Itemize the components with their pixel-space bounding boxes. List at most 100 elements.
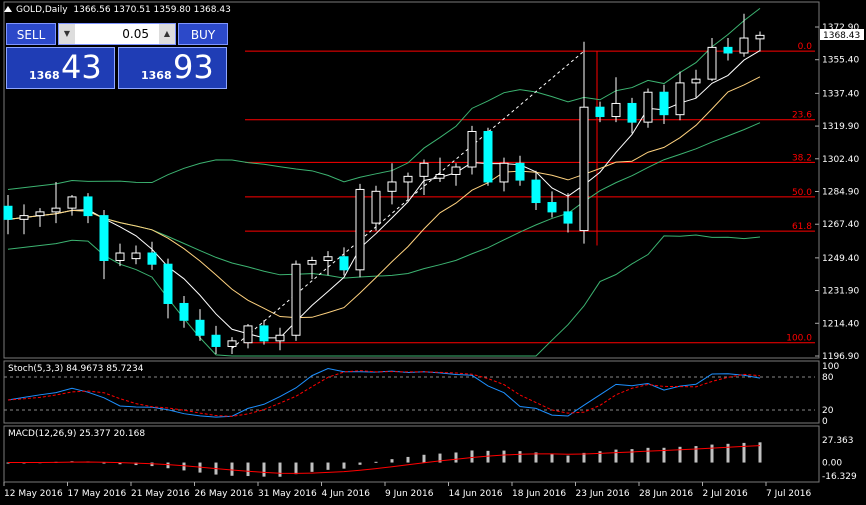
buy-price-box[interactable]: 1368 93 bbox=[118, 47, 227, 89]
candle bbox=[83, 193, 93, 224]
macd-bar bbox=[518, 451, 522, 463]
candle-body bbox=[131, 252, 141, 260]
stoch-tick-label: 80 bbox=[822, 373, 834, 383]
candle bbox=[19, 204, 29, 235]
bollinger-lower bbox=[7, 234, 761, 357]
buy-price-prefix: 1368 bbox=[141, 69, 172, 82]
candle bbox=[563, 193, 573, 233]
macd-bar bbox=[614, 449, 618, 463]
candle-body bbox=[115, 252, 125, 261]
macd-bar bbox=[150, 462, 154, 467]
candle bbox=[723, 38, 733, 61]
price-tick-label: 1319.90 bbox=[822, 122, 859, 132]
candle bbox=[51, 181, 61, 224]
macd-bar bbox=[358, 462, 362, 465]
macd-bar bbox=[758, 442, 762, 463]
price-tick-label: 1267.40 bbox=[822, 220, 859, 230]
macd-bar bbox=[582, 452, 586, 463]
macd-bar bbox=[422, 454, 426, 463]
price-tick-label: 1284.90 bbox=[822, 188, 859, 198]
candle bbox=[163, 258, 173, 319]
macd-bar bbox=[630, 449, 634, 463]
candle bbox=[467, 125, 477, 175]
candle-body bbox=[179, 302, 189, 321]
time-tick-label: 28 Jun 2016 bbox=[639, 489, 693, 499]
buy-button[interactable]: BUY bbox=[178, 23, 228, 45]
macd-bar bbox=[662, 447, 666, 463]
candle bbox=[291, 260, 301, 341]
stoch-tick-label: 0 bbox=[822, 417, 828, 427]
candle-body bbox=[67, 196, 77, 209]
buy-price-pips: 93 bbox=[173, 48, 214, 86]
candle bbox=[451, 163, 461, 186]
price-tick-label: 1372.90 bbox=[822, 23, 859, 33]
macd-bar bbox=[486, 450, 490, 463]
lot-increase-arrow-icon[interactable]: ▲ bbox=[159, 24, 175, 44]
candle bbox=[387, 163, 397, 205]
macd-bar bbox=[246, 462, 250, 477]
fib-level-label: 23.6 bbox=[792, 111, 812, 121]
macd-bar bbox=[118, 462, 122, 465]
candle-body bbox=[579, 106, 589, 232]
one-click-trading-panel: SELL ▼ ▲ BUY 1368 43 1368 93 bbox=[6, 23, 228, 89]
candle-body bbox=[547, 202, 557, 213]
candle bbox=[611, 77, 621, 123]
candle bbox=[371, 185, 381, 231]
candle bbox=[643, 88, 653, 128]
macd-bar bbox=[438, 453, 442, 463]
lot-size-input[interactable] bbox=[77, 26, 151, 42]
candle-body bbox=[323, 256, 333, 261]
macd-bar bbox=[134, 462, 138, 466]
candle-body bbox=[723, 46, 733, 54]
candle-body bbox=[419, 162, 429, 177]
lot-decrease-arrow-icon[interactable]: ▼ bbox=[59, 24, 75, 44]
candle-body bbox=[147, 252, 157, 265]
macd-bar bbox=[326, 462, 330, 470]
fibonacci-retracement[interactable]: 0.0 23.6 38.2 50.0 61.8 100.0 bbox=[245, 42, 815, 344]
collapse-triangle-icon[interactable] bbox=[4, 6, 12, 12]
candle bbox=[323, 251, 333, 276]
macd-bar bbox=[694, 446, 698, 463]
sell-price-box[interactable]: 1368 43 bbox=[6, 47, 115, 89]
candle bbox=[115, 243, 125, 267]
candle bbox=[259, 320, 269, 345]
candle-body bbox=[371, 190, 381, 224]
candle-body bbox=[163, 263, 173, 304]
macd-bar bbox=[406, 456, 410, 463]
time-tick-label: 31 May 2016 bbox=[258, 489, 317, 499]
candle bbox=[755, 31, 765, 52]
candle bbox=[211, 325, 221, 354]
candle bbox=[67, 195, 77, 216]
macd-bar bbox=[6, 462, 10, 464]
stoch-tick-label: 20 bbox=[822, 406, 834, 416]
candle-body bbox=[627, 102, 637, 123]
symbol-label: GOLD,Daily bbox=[16, 5, 68, 15]
macd-panel[interactable] bbox=[3, 425, 820, 483]
stochastic-panel[interactable] bbox=[3, 360, 820, 424]
candle bbox=[579, 41, 589, 244]
macd-title: MACD(12,26,9) 25.377 20.168 bbox=[8, 429, 146, 439]
candle-body bbox=[291, 263, 301, 336]
ma-slow-line bbox=[7, 76, 761, 319]
candle bbox=[147, 241, 157, 270]
time-tick-label: 14 Jun 2016 bbox=[449, 489, 503, 499]
candle bbox=[99, 210, 109, 280]
candle bbox=[499, 157, 509, 192]
bollinger-upper bbox=[7, 7, 761, 190]
fib-level-label: 38.2 bbox=[792, 153, 812, 163]
sell-button[interactable]: SELL bbox=[6, 23, 56, 45]
candle-body bbox=[211, 334, 221, 347]
candle-body bbox=[387, 181, 397, 192]
candle bbox=[483, 127, 493, 186]
candle bbox=[707, 38, 717, 82]
macd-bar bbox=[278, 462, 282, 477]
candle-body bbox=[563, 211, 573, 224]
candle-body bbox=[467, 130, 477, 168]
candle bbox=[515, 155, 525, 186]
candle bbox=[659, 84, 669, 125]
fib-level-label: 100.0 bbox=[786, 334, 812, 344]
candle bbox=[419, 159, 429, 196]
candle-body bbox=[675, 82, 685, 116]
macd-bar bbox=[550, 453, 554, 463]
